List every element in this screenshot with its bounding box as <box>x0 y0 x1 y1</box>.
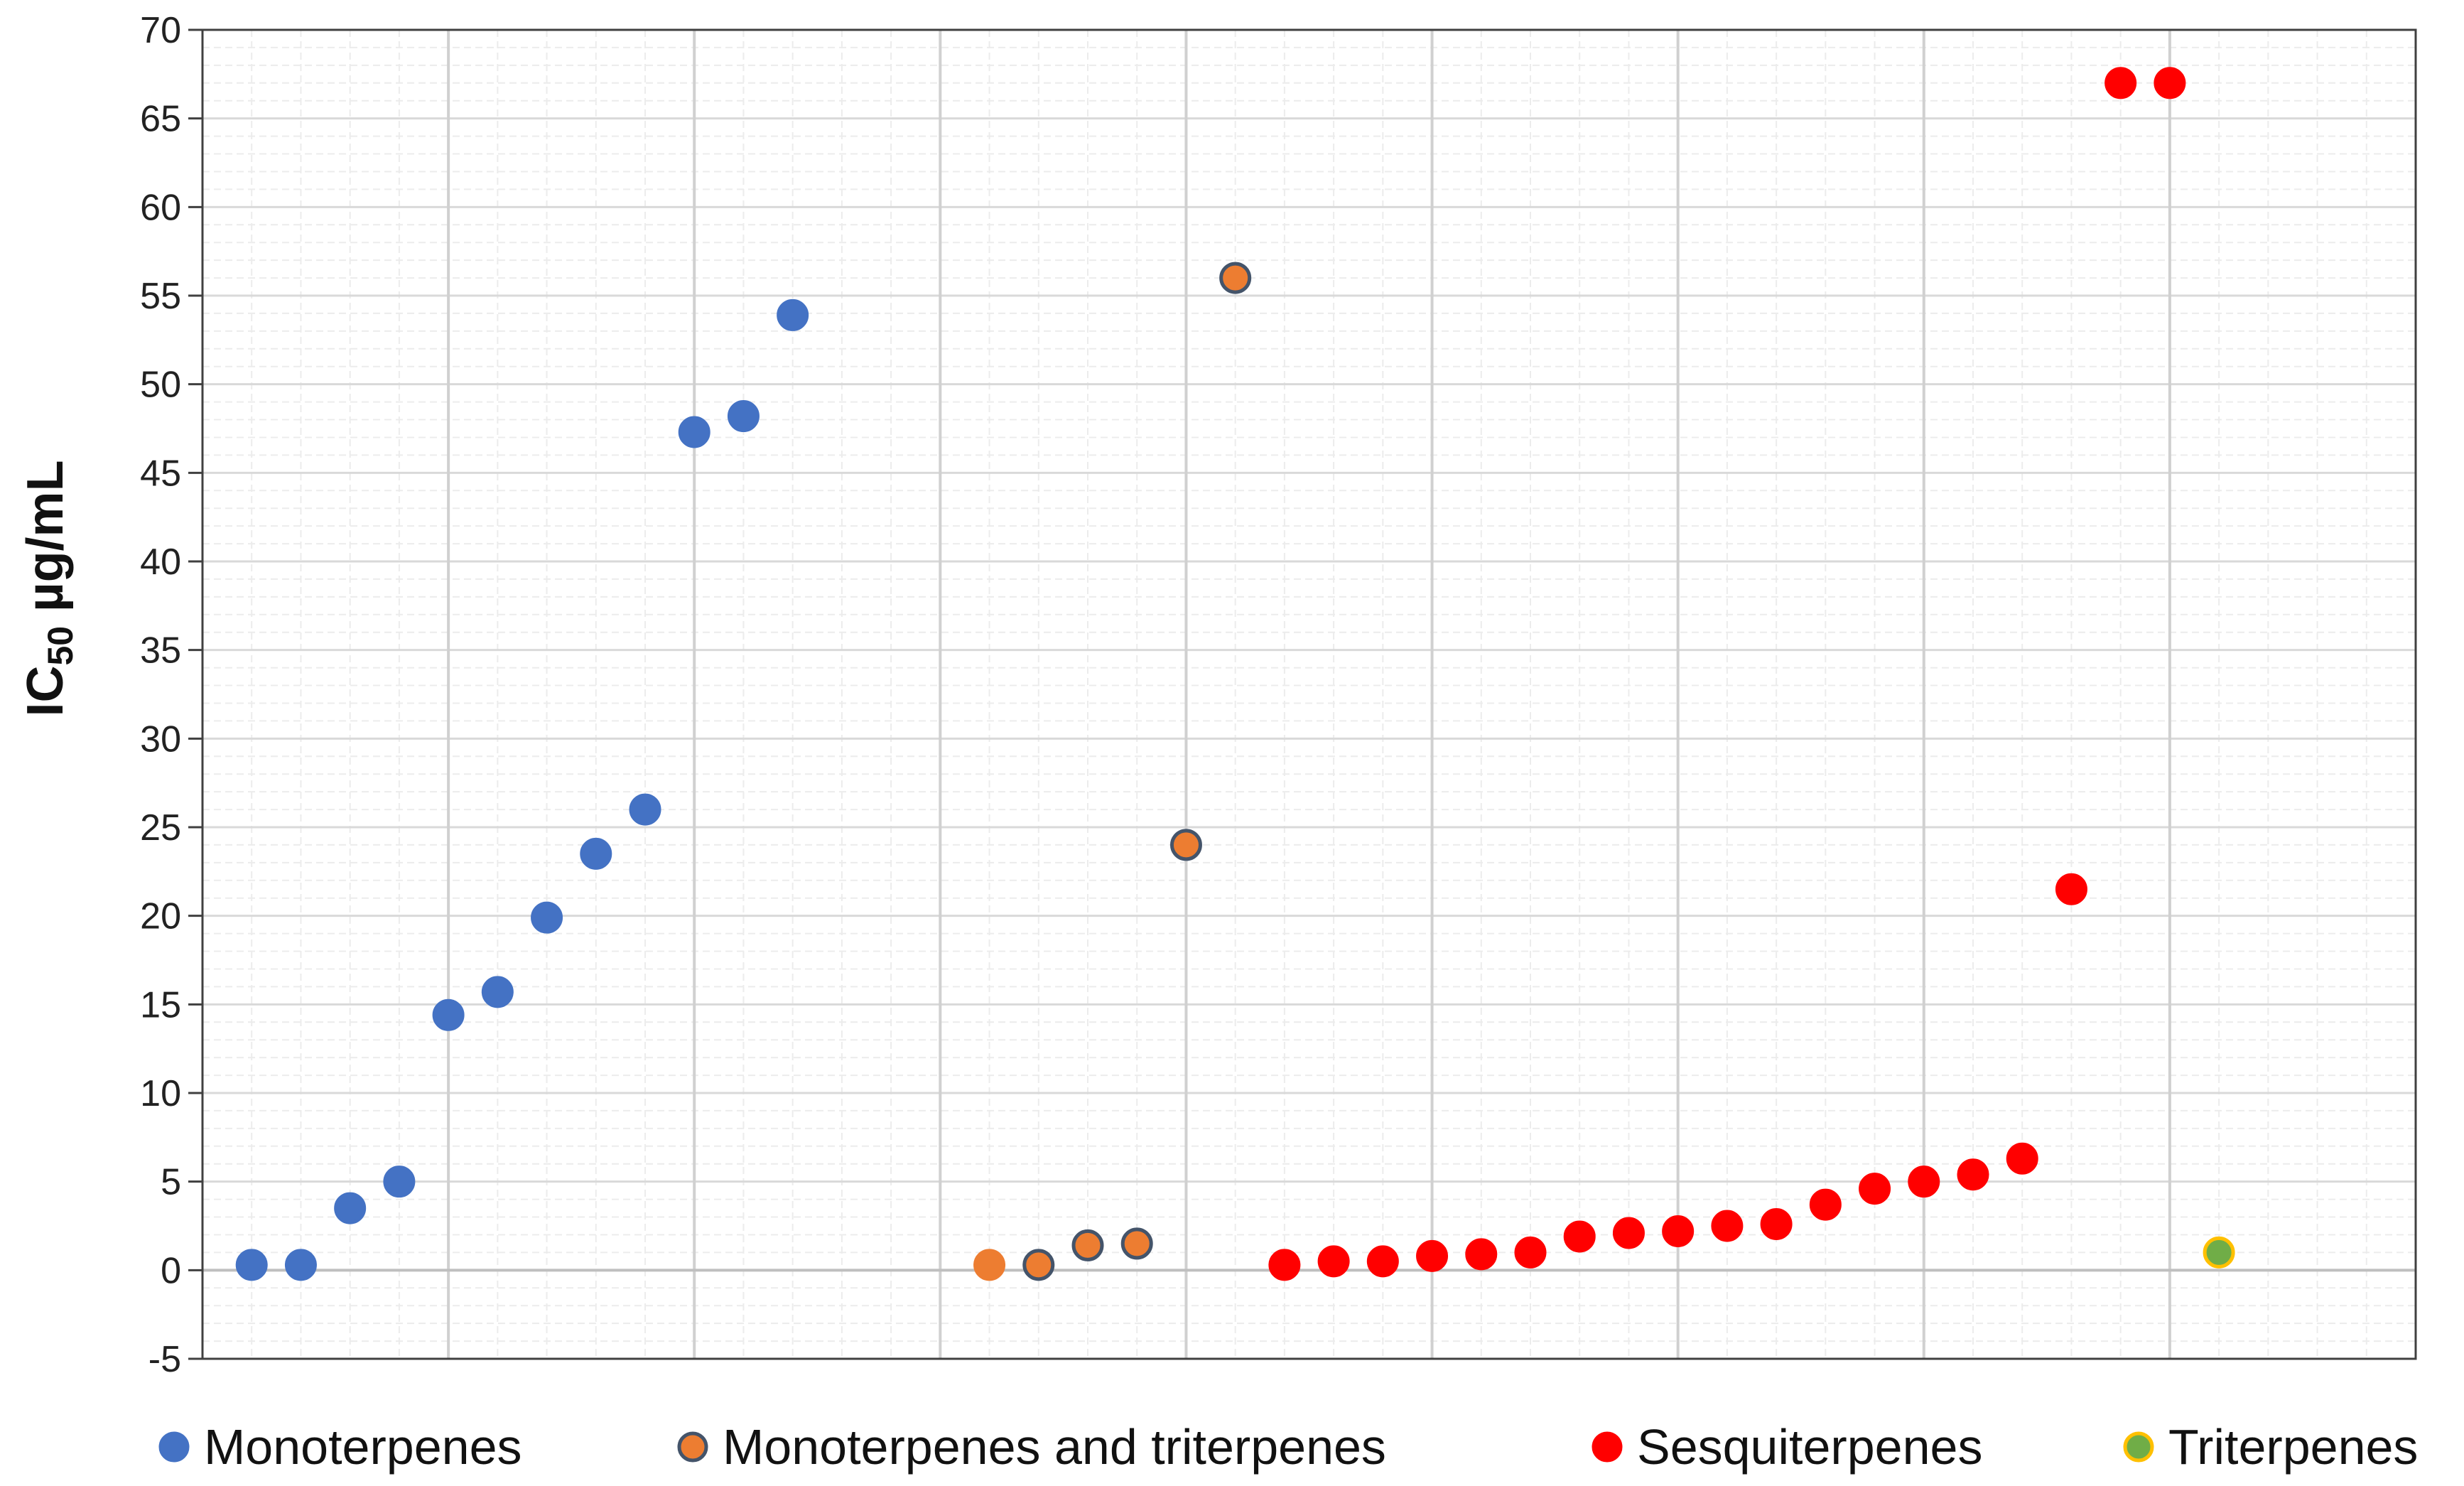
sesquiterpenes-point <box>1908 1165 1940 1198</box>
axes <box>201 28 2417 1360</box>
y-tick-label: 40 <box>140 542 181 583</box>
y-tick-label: 30 <box>140 718 181 760</box>
monoterpenes-and-triterpenes-point <box>1022 1249 1055 1281</box>
monoterpenes-point <box>777 298 809 331</box>
y-tick-label: 25 <box>140 807 181 849</box>
sesquiterpenes-point <box>1760 1208 1793 1241</box>
monoterpenes-point <box>432 998 465 1031</box>
sesquiterpenes-point <box>1809 1188 1842 1221</box>
monoterpenes-point <box>727 400 760 433</box>
legend: Monoterpenes Monoterpenes and triterpenes… <box>158 1419 2418 1475</box>
y-tick-label: 55 <box>140 276 181 317</box>
y-tick-label: 5 <box>161 1162 181 1203</box>
monoterpenes-and-triterpenes-point <box>1071 1229 1104 1261</box>
sesquiterpenes-point <box>1662 1215 1695 1247</box>
sesquiterpenes-point <box>2055 873 2087 905</box>
legend-marker-monoterpenes-and-triterpenes <box>677 1431 708 1463</box>
y-tick-label: 45 <box>140 453 181 494</box>
sesquiterpenes-point <box>2006 1142 2038 1175</box>
legend-label-sesquiterpenes: Sesquiterpenes <box>1637 1419 1982 1475</box>
y-axis-label-sub: 50 <box>40 626 80 666</box>
y-tick-label: 35 <box>140 630 181 672</box>
y-axis-label: IC50 µg/mL <box>17 460 80 716</box>
sesquiterpenes-point <box>2104 67 2137 99</box>
monoterpenes-and-triterpenes-point <box>973 1249 1006 1281</box>
legend-marker-triterpenes <box>2123 1431 2154 1463</box>
sesquiterpenes-point <box>1563 1220 1596 1253</box>
sesquiterpenes-point <box>1317 1245 1350 1278</box>
y-axis-label-main: IC <box>17 666 74 717</box>
y-tick-label: 50 <box>140 365 181 406</box>
y-axis-ticks: -5 0 5 10 15 20 25 30 35 40 45 50 55 60 65 70 <box>140 10 202 1380</box>
triterpenes-point <box>2203 1236 2235 1269</box>
sesquiterpenes-point <box>1366 1245 1399 1278</box>
monoterpenes-point <box>235 1249 268 1281</box>
sesquiterpenes-point <box>1957 1158 1989 1191</box>
monoterpenes-point <box>629 793 661 826</box>
y-tick-label: 0 <box>161 1250 181 1291</box>
monoterpenes-point <box>481 976 514 1008</box>
monoterpenes-point <box>383 1165 416 1198</box>
sesquiterpenes-point <box>1612 1217 1645 1249</box>
monoterpenes-point <box>580 837 612 870</box>
minor-gridlines <box>202 30 2416 1359</box>
plot-area-border <box>201 28 2417 1360</box>
monoterpenes-and-triterpenes-point <box>1169 829 1202 861</box>
y-tick-label: 10 <box>140 1073 181 1114</box>
monoterpenes-point <box>334 1192 367 1224</box>
legend-label-monoterpenes-and-triterpenes: Monoterpenes and triterpenes <box>723 1419 1386 1475</box>
y-tick-label: 20 <box>140 896 181 937</box>
monoterpenes-and-triterpenes-point <box>1219 262 1252 294</box>
data-points <box>235 67 2235 1281</box>
legend-label-monoterpenes: Monoterpenes <box>204 1419 522 1475</box>
sesquiterpenes-point <box>1416 1239 1449 1272</box>
legend-marker-sesquiterpenes <box>1592 1431 1623 1463</box>
y-tick-label: 15 <box>140 984 181 1025</box>
sesquiterpenes-point <box>2154 67 2186 99</box>
monoterpenes-point <box>284 1249 317 1281</box>
y-tick-label: 70 <box>140 10 181 51</box>
legend-marker-monoterpenes <box>158 1431 190 1463</box>
sesquiterpenes-point <box>1514 1236 1547 1269</box>
y-tick-label: -5 <box>148 1339 181 1380</box>
monoterpenes-point <box>531 901 563 934</box>
monoterpenes-point <box>678 416 710 448</box>
y-tick-label: 65 <box>140 99 181 140</box>
sesquiterpenes-point <box>1268 1249 1301 1281</box>
monoterpenes-and-triterpenes-point <box>1120 1227 1153 1260</box>
legend-label-triterpenes: Triterpenes <box>2168 1419 2418 1475</box>
sesquiterpenes-point <box>1465 1238 1498 1271</box>
sesquiterpenes-point <box>1859 1173 1891 1205</box>
sesquiterpenes-point <box>1711 1210 1744 1242</box>
y-tick-label: 60 <box>140 187 181 228</box>
y-axis-label-unit: µg/mL <box>17 460 74 625</box>
